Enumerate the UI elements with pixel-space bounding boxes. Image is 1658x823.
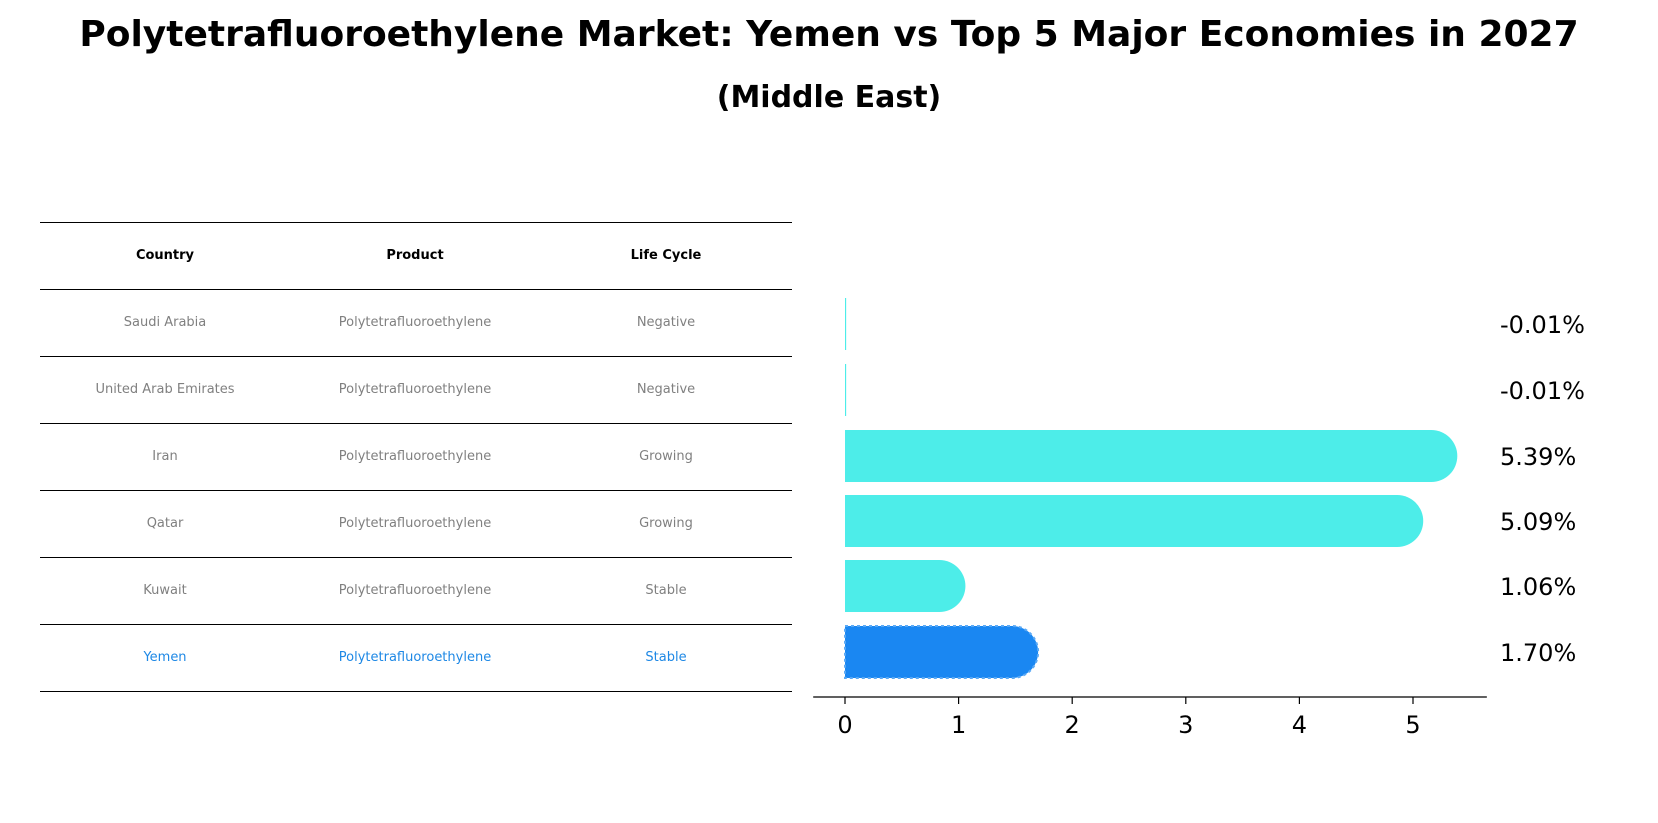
x-tick-label: 1 <box>951 711 966 739</box>
x-tick-label: 4 <box>1292 711 1307 739</box>
x-tick-label: 2 <box>1065 711 1080 739</box>
life-cycle-cell: Growing <box>639 516 693 531</box>
country-cell: United Arab Emirates <box>95 382 235 397</box>
x-tick-label: 3 <box>1178 711 1193 739</box>
header-life-cycle: Life Cycle <box>630 248 702 263</box>
bar <box>845 430 1458 482</box>
table-row: Iran Polytetrafluoroethylene Growing <box>40 423 792 490</box>
life-cycle-cell: Growing <box>639 449 693 464</box>
product-cell: Polytetrafluoroethylene <box>338 650 492 665</box>
table-row: Kuwait Polytetrafluoroethylene Stable <box>40 557 792 624</box>
product-cell: Polytetrafluoroethylene <box>338 449 492 464</box>
life-cycle-cell: Negative <box>636 382 696 397</box>
value-label: 5.39% <box>1500 443 1576 471</box>
table-row-highlight: Yemen Polytetrafluoroethylene Stable <box>40 624 792 692</box>
header-product: Product <box>386 248 444 263</box>
life-cycle-cell: Stable <box>645 583 687 598</box>
header-country: Country <box>135 248 195 263</box>
table-row: Qatar Polytetrafluoroethylene Growing <box>40 490 792 557</box>
bar <box>845 298 847 350</box>
country-cell: Kuwait <box>143 583 187 598</box>
table-row: United Arab Emirates Polytetrafluoroethy… <box>40 356 792 423</box>
country-cell: Yemen <box>143 650 187 665</box>
bar <box>845 495 1424 547</box>
value-label: 5.09% <box>1500 508 1576 536</box>
product-cell: Polytetrafluoroethylene <box>338 516 492 531</box>
product-cell: Polytetrafluoroethylene <box>338 315 492 330</box>
chart-title: Polytetrafluoroethylene Market: Yemen vs… <box>79 14 1579 55</box>
value-label: -0.01% <box>1500 311 1585 339</box>
bar-highlight <box>844 625 1040 679</box>
country-cell: Saudi Arabia <box>123 315 207 330</box>
country-cell: Qatar <box>146 516 184 531</box>
product-cell: Polytetrafluoroethylene <box>338 583 492 598</box>
bar <box>845 560 966 612</box>
country-cell: Iran <box>152 449 178 464</box>
bar <box>845 364 847 416</box>
table-header-row: Country Product Life Cycle <box>40 222 792 289</box>
life-cycle-cell: Stable <box>645 650 687 665</box>
table-row: Saudi Arabia Polytetrafluoroethylene Neg… <box>40 289 792 356</box>
value-label: 1.06% <box>1500 573 1576 601</box>
value-label: 1.70% <box>1500 639 1576 667</box>
chart-subtitle: (Middle East) <box>716 80 942 115</box>
x-tick-label: 0 <box>837 711 852 739</box>
value-label: -0.01% <box>1500 377 1585 405</box>
x-tick-label: 5 <box>1405 711 1420 739</box>
product-cell: Polytetrafluoroethylene <box>338 382 492 397</box>
data-table: Country Product Life Cycle Saudi Arabia … <box>40 222 792 692</box>
life-cycle-cell: Negative <box>636 315 696 330</box>
